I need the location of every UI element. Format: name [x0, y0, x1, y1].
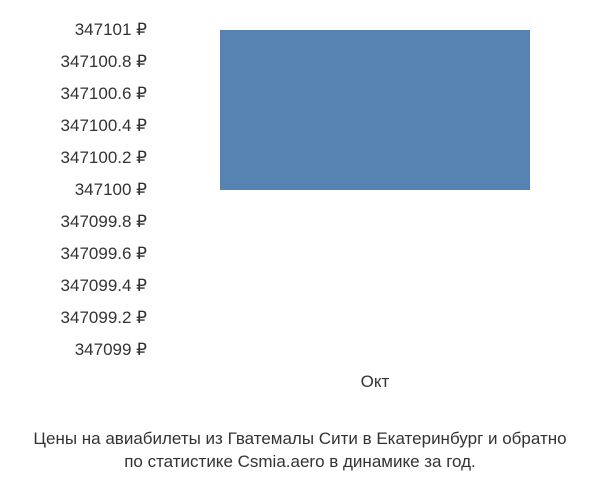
- y-tick-label: 347099 ₽: [75, 340, 147, 360]
- y-tick-label: 347099.4 ₽: [61, 276, 147, 296]
- y-tick-label: 347100.8 ₽: [61, 52, 147, 72]
- caption-line-1: Цены на авиабилеты из Гватемалы Сити в Е…: [0, 428, 600, 451]
- caption-line-2: по статистике Csmia.aero в динамике за г…: [0, 451, 600, 474]
- bar: [220, 30, 530, 190]
- y-tick-label: 347099.6 ₽: [61, 244, 147, 264]
- chart-caption: Цены на авиабилеты из Гватемалы Сити в Е…: [0, 428, 600, 474]
- chart-area: 347101 ₽ 347100.8 ₽ 347100.6 ₽ 347100.4 ₽ 34…: [0, 10, 600, 390]
- x-tick-label: Окт: [361, 372, 390, 392]
- y-tick-label: 347101 ₽: [75, 20, 147, 40]
- y-tick-label: 347100.2 ₽: [61, 148, 147, 168]
- y-tick-label: 347099.8 ₽: [61, 212, 147, 232]
- y-tick-label: 347100.4 ₽: [61, 116, 147, 136]
- y-axis: 347101 ₽ 347100.8 ₽ 347100.6 ₽ 347100.4 ₽ 34…: [0, 10, 155, 390]
- plot-area: Окт: [165, 10, 585, 390]
- y-tick-label: 347099.2 ₽: [61, 308, 147, 328]
- y-tick-label: 347100.6 ₽: [61, 84, 147, 104]
- y-tick-label: 347100 ₽: [75, 180, 147, 200]
